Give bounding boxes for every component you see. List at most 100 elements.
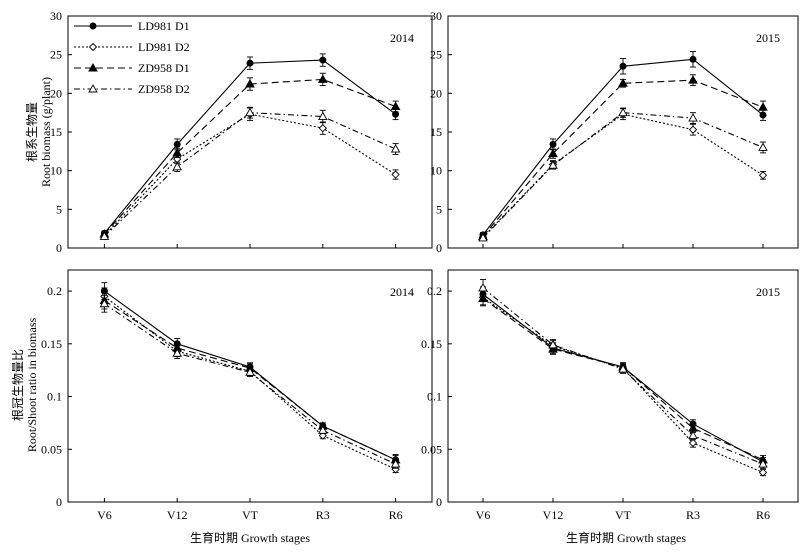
legend-marker [88, 84, 98, 93]
y-tick-label: 0.05 [41, 442, 62, 456]
data-point [172, 348, 182, 357]
y-tick-label: 0 [56, 241, 62, 255]
y-tick-label: 0.15 [421, 337, 442, 351]
data-point [758, 102, 768, 111]
series-line [104, 112, 396, 237]
data-point [245, 79, 255, 88]
y-tick-label: 0.15 [41, 337, 62, 351]
legend-label: ZD958 D2 [138, 82, 190, 96]
plot-frame [447, 269, 799, 503]
y-tick-label: 0.05 [421, 442, 442, 456]
x-tick-label: R3 [686, 508, 700, 522]
chart-panel-2015: 0 5 10 15 20 25 30 2015 [430, 9, 799, 255]
x-tick-label: VT [615, 508, 632, 522]
year-label: 2014 [390, 31, 414, 45]
y-tick-label: 30 [50, 9, 62, 23]
y-tick-label: 0 [436, 495, 442, 509]
y-tick-label: 10 [430, 164, 442, 178]
x-tick-label: R6 [389, 508, 403, 522]
data-point [618, 107, 628, 117]
x-tick-label: V12 [543, 508, 564, 522]
series-line [482, 293, 764, 463]
data-point [317, 74, 328, 83]
y-tick-label: 15 [430, 125, 442, 139]
legend: LD981 D1 LD981 D2 ZD958 D1 ZD958 D2 [74, 19, 190, 96]
x-tick-label: R3 [316, 508, 330, 522]
legend-item: LD981 D2 [74, 40, 190, 54]
data-point [688, 430, 698, 440]
series-ld981-d2 [100, 107, 400, 240]
legend-item: LD981 D1 [74, 19, 190, 33]
series-zd958-d1 [99, 72, 401, 238]
y-tick-label: 10 [50, 164, 62, 178]
chart-panel-2015: 0 0.05 0.1 0.15 0.2 V6 V12 VT R3 R6 2015 [421, 269, 799, 522]
top-y-title-cn: 根系生物量 [25, 102, 39, 162]
series-ld981-d2 [100, 287, 400, 474]
legend-label: LD981 D1 [138, 19, 190, 33]
chart-panel-2014: 0 0.05 0.1 0.15 0.2 V6 V12 VT R3 R6 2014 [41, 269, 433, 522]
legend-item: ZD958 D1 [74, 61, 190, 75]
series-zd958-d1 [99, 291, 401, 465]
y-tick-label: 0 [436, 241, 442, 255]
series-zd958-d1 [478, 290, 768, 465]
y-tick-label: 0 [56, 495, 62, 509]
data-point [318, 111, 328, 120]
data-point [478, 293, 488, 302]
left-x-title: 生育时期 Growth stages [190, 530, 310, 545]
y-tick-label: 25 [430, 48, 442, 62]
data-point [758, 468, 768, 477]
data-point [478, 283, 488, 292]
x-tick-label: V12 [167, 508, 188, 522]
series-line [482, 287, 764, 465]
series-ld981-d2 [478, 108, 768, 242]
data-point [758, 142, 768, 151]
y-tick-label: 30 [430, 9, 442, 23]
data-point [688, 113, 698, 122]
year-label: 2015 [756, 31, 780, 45]
series-zd958-d2 [478, 279, 768, 469]
y-tick-label: 25 [50, 48, 62, 62]
top-y-title-en: Root biomass (g/plant) [39, 77, 53, 187]
data-point [319, 56, 327, 64]
legend-marker [88, 42, 98, 52]
y-tick-label: 15 [50, 125, 62, 139]
y-tick-label: 20 [430, 86, 442, 100]
y-tick-label: 5 [56, 202, 62, 216]
data-point [246, 59, 254, 67]
year-label: 2015 [756, 285, 780, 299]
series-zd958-d2 [478, 107, 768, 242]
y-tick-label: 0.1 [47, 390, 62, 404]
data-point [172, 161, 182, 171]
data-point [245, 107, 255, 117]
data-point [390, 459, 401, 468]
data-point [758, 459, 768, 468]
data-point [689, 55, 697, 63]
data-point [548, 339, 558, 349]
data-point [688, 125, 698, 134]
data-point [549, 140, 557, 148]
year-label: 2014 [390, 285, 414, 299]
series-ld981-d1 [479, 286, 767, 467]
series-line [482, 79, 764, 237]
right-x-title: 生育时期 Growth stages [566, 530, 686, 545]
data-point [390, 144, 401, 153]
data-point [688, 438, 698, 448]
data-point [758, 171, 768, 180]
bottom-y-title-en: Root/Shoot ratio in biomass [25, 318, 39, 453]
series-zd958-d1 [478, 74, 768, 240]
data-point [245, 367, 255, 376]
y-tick-label: 20 [50, 86, 62, 100]
y-tick-label: 0.2 [427, 284, 442, 298]
y-tick-label: 0.2 [47, 284, 62, 298]
data-point [390, 101, 401, 110]
data-point [619, 62, 627, 70]
data-point [548, 160, 558, 169]
data-point [548, 148, 558, 158]
series-line [482, 113, 764, 238]
chart-panel-2014: 0 5 10 15 20 25 30 2014 [50, 9, 433, 255]
series-zd958-d2 [99, 106, 401, 240]
y-tick-label: 0.1 [427, 390, 442, 404]
data-point [318, 123, 327, 133]
legend-item: ZD958 D2 [74, 82, 190, 96]
